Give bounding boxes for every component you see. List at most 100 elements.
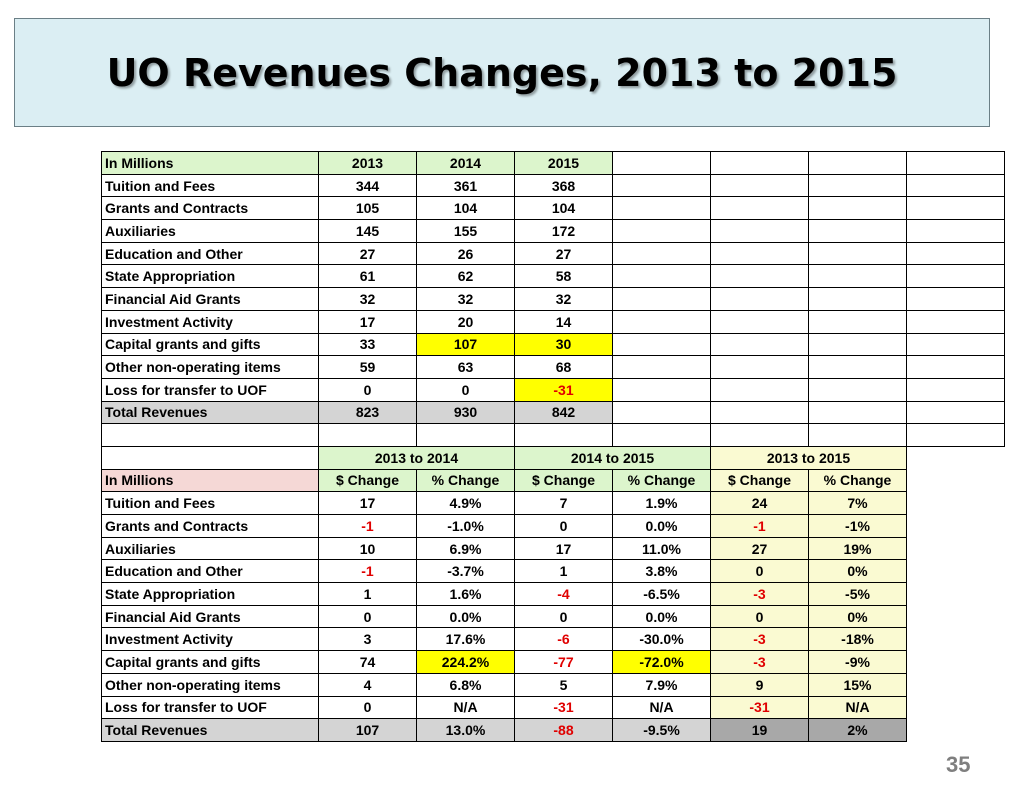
value-cell: 7.9% — [612, 672, 711, 697]
empty-cell — [612, 309, 711, 334]
empty-cell — [808, 355, 907, 379]
value-cell: 14 — [514, 309, 613, 334]
value-cell: N/A — [808, 695, 907, 720]
value-cell: 0 — [318, 377, 417, 402]
row-label: Total Revenues — [101, 718, 319, 742]
row-label: Auxiliaries — [101, 536, 319, 561]
value-cell: 68 — [514, 355, 613, 379]
value-cell: 27 — [710, 536, 809, 561]
year-header: 2014 — [416, 151, 515, 175]
row-label: Education and Other — [101, 559, 319, 584]
empty-cell — [906, 151, 1005, 175]
value-cell: 0.0% — [612, 514, 711, 538]
value-cell: 0 — [318, 695, 417, 720]
row-label: State Appropriation — [101, 264, 319, 289]
value-cell: 104 — [416, 196, 515, 221]
empty-cell — [710, 287, 809, 311]
value-cell: -1.0% — [416, 514, 515, 538]
header-label: In Millions — [101, 468, 319, 493]
empty-cell — [808, 196, 907, 221]
row-label: Financial Aid Grants — [101, 604, 319, 629]
row-label: Tuition and Fees — [101, 173, 319, 198]
table-row: Financial Aid Grants 0 0.0% 0 0.0% 0 0% — [101, 604, 1005, 629]
empty-cell — [612, 196, 711, 221]
value-cell: 17 — [318, 309, 417, 334]
value-cell: 0 — [416, 377, 515, 402]
value-cell: 33 — [318, 332, 417, 357]
table-row: State Appropriation 61 62 58 — [101, 264, 1005, 289]
value-cell: 0.0% — [416, 604, 515, 629]
value-cell: -4 — [514, 582, 613, 606]
value-cell: 62 — [416, 264, 515, 289]
table-row: Investment Activity 17 20 14 — [101, 309, 1005, 334]
value-cell: 6.9% — [416, 536, 515, 561]
table-row: Capital grants and gifts 33 107 30 — [101, 332, 1005, 357]
value-cell: 1.9% — [612, 491, 711, 515]
empty-cell — [808, 264, 907, 289]
column-header: % Change — [416, 468, 515, 493]
total-cell: -9.5% — [612, 718, 711, 742]
value-cell: 11.0% — [612, 536, 711, 561]
value-cell: 17 — [514, 536, 613, 561]
value-cell: 0 — [514, 604, 613, 629]
value-cell: 361 — [416, 173, 515, 198]
empty-cell — [808, 287, 907, 311]
value-cell: N/A — [416, 695, 515, 720]
value-cell: -6.5% — [612, 582, 711, 606]
year-header: 2013 — [318, 151, 417, 175]
empty-cell — [906, 423, 1005, 447]
empty-cell — [710, 309, 809, 334]
value-cell: 0% — [808, 604, 907, 629]
column-header: $ Change — [514, 468, 613, 493]
value-cell: 4 — [318, 672, 417, 697]
value-cell: -3 — [710, 650, 809, 674]
value-cell: 10 — [318, 536, 417, 561]
value-cell: 1.6% — [416, 582, 515, 606]
value-cell: 32 — [514, 287, 613, 311]
period-header-row: 2013 to 2014 2014 to 2015 2013 to 2015 — [101, 445, 1005, 470]
empty-cell — [612, 332, 711, 357]
value-cell: -1 — [318, 559, 417, 584]
value-cell: 368 — [514, 173, 613, 198]
value-cell: 1 — [514, 559, 613, 584]
value-cell: 4.9% — [416, 491, 515, 515]
row-label: Auxiliaries — [101, 219, 319, 243]
value-cell: 104 — [514, 196, 613, 221]
value-cell: 105 — [318, 196, 417, 221]
value-cell: 58 — [514, 264, 613, 289]
empty-cell — [710, 400, 809, 425]
row-label: Loss for transfer to UOF — [101, 377, 319, 402]
empty-cell — [612, 423, 711, 447]
empty-cell — [612, 219, 711, 243]
value-cell: -1 — [318, 514, 417, 538]
row-label: Other non-operating items — [101, 355, 319, 379]
bottom-header-row: In Millions $ Change % Change $ Change %… — [101, 468, 1005, 493]
table-row: Financial Aid Grants 32 32 32 — [101, 287, 1005, 311]
highlighted-value-cell: 107 — [416, 332, 515, 357]
value-cell: 172 — [514, 219, 613, 243]
empty-cell — [318, 423, 417, 447]
row-label: Capital grants and gifts — [101, 650, 319, 674]
empty-cell — [808, 332, 907, 357]
empty-cell — [416, 423, 515, 447]
value-cell: -5% — [808, 582, 907, 606]
empty-cell — [710, 377, 809, 402]
value-cell: 5 — [514, 672, 613, 697]
total-cell: 2% — [808, 718, 907, 742]
empty-cell — [906, 355, 1005, 379]
row-label: Tuition and Fees — [101, 491, 319, 515]
table-row: Education and Other 27 26 27 — [101, 241, 1005, 266]
value-cell: 0 — [318, 604, 417, 629]
value-cell: 0% — [808, 559, 907, 584]
value-cell: 0.0% — [612, 604, 711, 629]
table-row: Auxiliaries 145 155 172 — [101, 219, 1005, 243]
value-cell: N/A — [612, 695, 711, 720]
empty-cell — [808, 219, 907, 243]
table-row: Grants and Contracts -1 -1.0% 0 0.0% -1 … — [101, 514, 1005, 538]
empty-cell — [808, 309, 907, 334]
empty-cell — [808, 151, 907, 175]
empty-cell — [906, 196, 1005, 221]
value-cell: 6.8% — [416, 672, 515, 697]
column-header: $ Change — [318, 468, 417, 493]
highlighted-value-cell: -72.0% — [612, 650, 711, 674]
